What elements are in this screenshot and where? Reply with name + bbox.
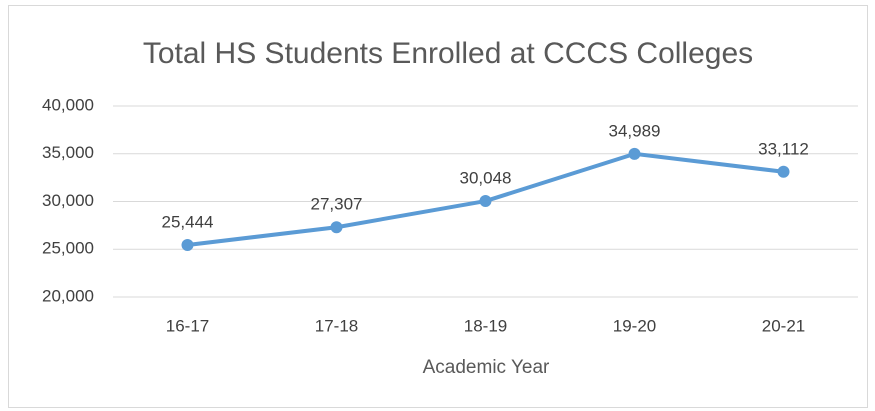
data-label: 34,989 bbox=[609, 121, 661, 140]
x-tick-label: 18-19 bbox=[464, 316, 507, 335]
y-tick-label: 30,000 bbox=[42, 191, 94, 210]
point bbox=[777, 165, 790, 178]
data-label: 27,307 bbox=[311, 195, 363, 214]
y-tick-label: 35,000 bbox=[42, 143, 94, 162]
x-tick-label: 16-17 bbox=[166, 316, 209, 335]
point bbox=[479, 195, 492, 208]
point bbox=[330, 221, 343, 234]
chart-title: Total HS Students Enrolled at CCCS Colle… bbox=[143, 37, 753, 70]
y-tick-label: 25,000 bbox=[42, 239, 94, 258]
point bbox=[628, 147, 641, 160]
x-tick-label: 19-20 bbox=[613, 316, 656, 335]
y-tick-label: 40,000 bbox=[42, 95, 94, 114]
x-tick-label: 17-18 bbox=[315, 316, 358, 335]
point bbox=[181, 239, 194, 252]
x-tick-label: 20-21 bbox=[762, 316, 805, 335]
chart-frame bbox=[8, 5, 868, 408]
y-tick-label: 20,000 bbox=[42, 286, 94, 305]
data-label: 25,444 bbox=[162, 212, 214, 231]
data-label: 33,112 bbox=[758, 139, 809, 158]
x-axis-label: Academic Year bbox=[423, 357, 550, 378]
data-label: 30,048 bbox=[460, 169, 512, 188]
